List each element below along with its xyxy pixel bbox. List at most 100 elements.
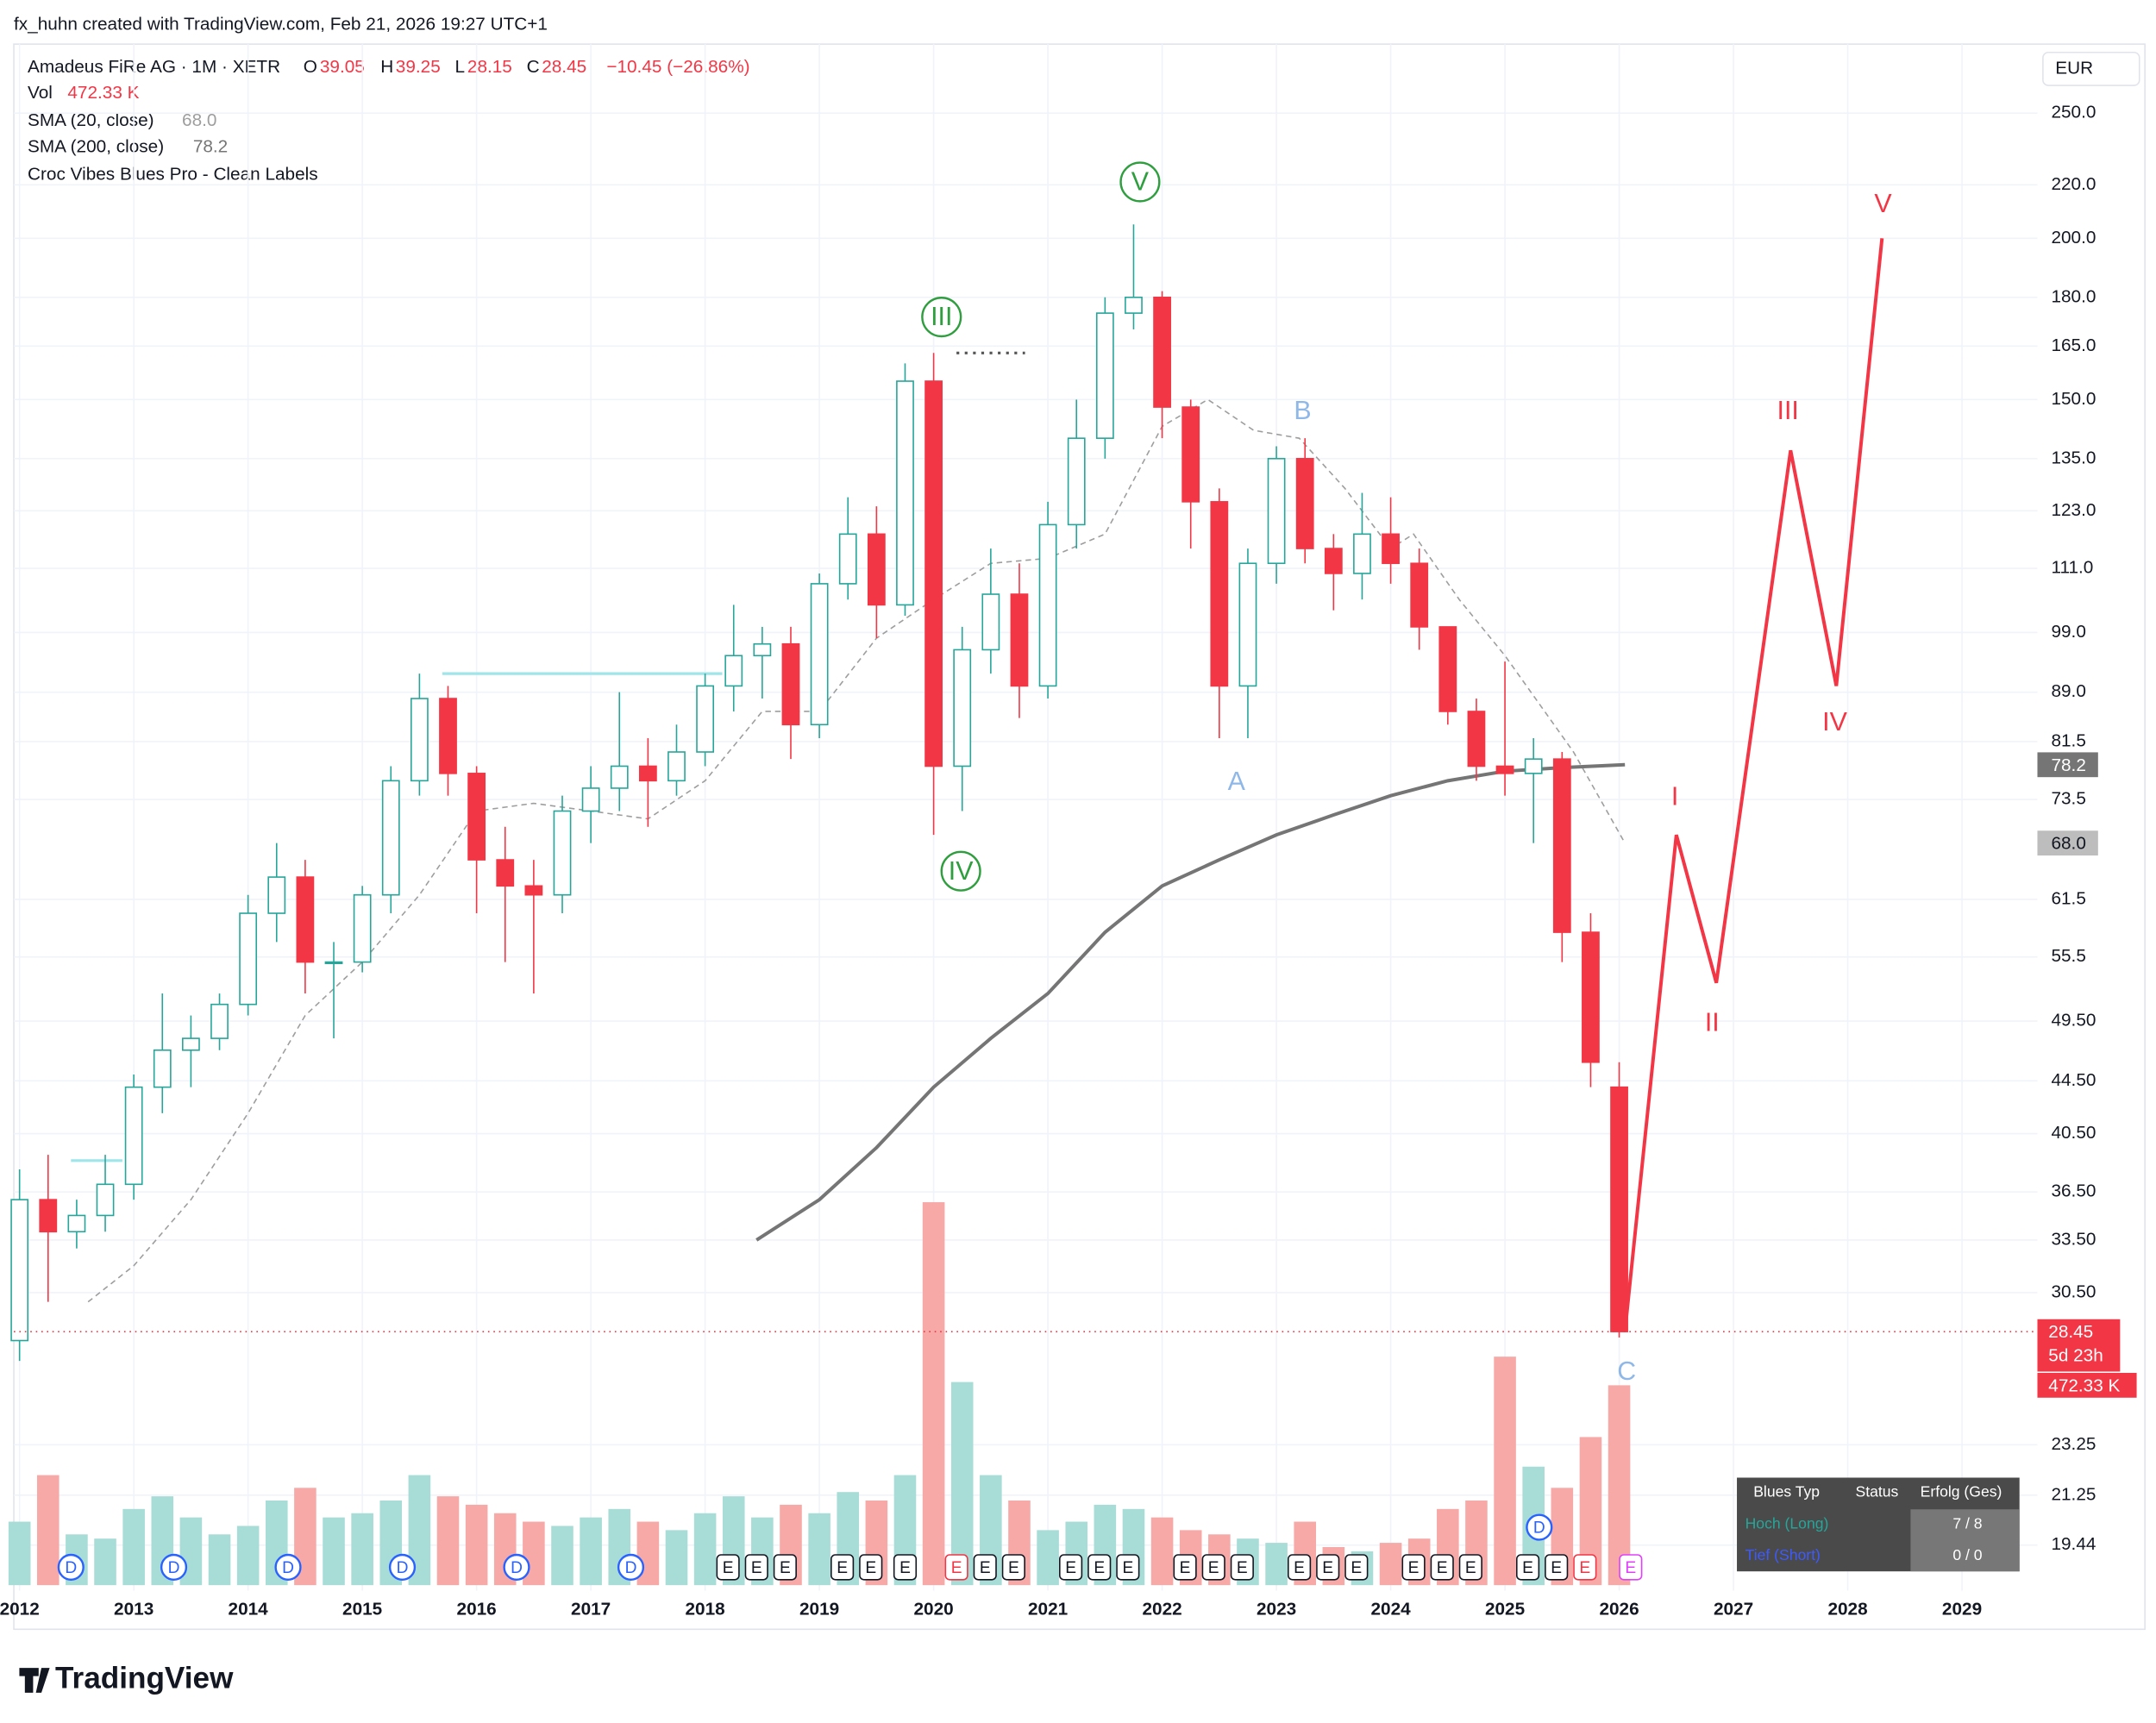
candle-body bbox=[981, 593, 1000, 651]
candle bbox=[496, 826, 515, 962]
candle-body bbox=[867, 533, 886, 606]
event-e bbox=[1116, 1554, 1140, 1581]
event-e bbox=[1287, 1554, 1312, 1581]
candle bbox=[1181, 399, 1200, 549]
candle-body bbox=[381, 780, 400, 896]
candle bbox=[1524, 737, 1543, 843]
y-tick-label: 150.0 bbox=[2051, 389, 2096, 409]
y-tick-label: 33.50 bbox=[2051, 1229, 2096, 1249]
volume-badge bbox=[2037, 1372, 2137, 1398]
candle-body bbox=[810, 583, 829, 726]
candle bbox=[1495, 661, 1514, 796]
candle-body bbox=[1295, 458, 1314, 549]
event-d-label: D bbox=[397, 1559, 409, 1577]
candle-body bbox=[296, 876, 315, 963]
candle-body bbox=[324, 961, 343, 964]
event-e-label: E bbox=[1437, 1559, 1448, 1577]
candle-body bbox=[124, 1086, 143, 1186]
event-e-label: E bbox=[865, 1559, 876, 1577]
volume-bar bbox=[1265, 1543, 1288, 1586]
event-e-label: E bbox=[1465, 1559, 1476, 1577]
wave-label: III bbox=[931, 303, 952, 331]
candle bbox=[1552, 751, 1571, 962]
candle bbox=[1438, 626, 1457, 725]
candle bbox=[182, 1015, 200, 1087]
candle-body bbox=[896, 380, 914, 606]
y-tick-label: 40.50 bbox=[2051, 1123, 2096, 1143]
candle bbox=[753, 626, 772, 699]
candle bbox=[1410, 548, 1429, 650]
event-e-label: E bbox=[780, 1559, 791, 1577]
event-d bbox=[388, 1553, 417, 1581]
x-tick-label: 2017 bbox=[571, 1599, 611, 1619]
event-e-label: E bbox=[1322, 1559, 1333, 1577]
volume-badge-label: 472.33 K bbox=[2048, 1375, 2120, 1395]
candle bbox=[696, 674, 715, 767]
close: 28.45 bbox=[542, 57, 586, 77]
x-tick-label: 2015 bbox=[342, 1599, 382, 1619]
wave-label: B bbox=[1294, 397, 1311, 425]
candle-body bbox=[553, 810, 572, 896]
event-e bbox=[1545, 1554, 1569, 1581]
candle-body bbox=[781, 642, 800, 726]
volume-bar bbox=[1608, 1385, 1631, 1586]
sma200: 78.2 bbox=[193, 137, 228, 157]
event-e bbox=[1515, 1554, 1540, 1581]
event-e bbox=[1458, 1554, 1482, 1581]
event-e-label: E bbox=[1122, 1559, 1133, 1577]
wave-label: I bbox=[1671, 782, 1678, 811]
candle bbox=[1010, 563, 1029, 718]
event-e bbox=[830, 1554, 855, 1581]
x-tick-label: 2022 bbox=[1142, 1599, 1181, 1619]
event-e bbox=[859, 1554, 883, 1581]
event-e bbox=[1059, 1554, 1083, 1581]
candle-body bbox=[96, 1183, 115, 1217]
volume-bar bbox=[208, 1534, 231, 1586]
sma200-label: SMA (200, close) bbox=[28, 137, 164, 157]
currency-box[interactable] bbox=[2042, 51, 2140, 86]
candle bbox=[1353, 492, 1371, 600]
wave-label: A bbox=[1228, 768, 1246, 796]
candle-body bbox=[1210, 501, 1229, 687]
table-result: 7 / 8 bbox=[1952, 1514, 1982, 1532]
x-tick-label: 2023 bbox=[1257, 1599, 1296, 1619]
event-e-label: E bbox=[1208, 1559, 1219, 1577]
event-e-label: E bbox=[1008, 1559, 1019, 1577]
x-tick-label: 2020 bbox=[914, 1599, 954, 1619]
countdown: 5d 23h bbox=[2048, 1345, 2103, 1365]
candle-body bbox=[1267, 458, 1286, 565]
event-e-label: E bbox=[751, 1559, 762, 1577]
volume-bar bbox=[808, 1513, 830, 1586]
candle bbox=[1125, 224, 1143, 329]
event-e-label: E bbox=[1351, 1559, 1362, 1577]
y-tick-label: 73.5 bbox=[2051, 789, 2085, 809]
table-result: 0 / 0 bbox=[1952, 1546, 1982, 1563]
event-e-label: E bbox=[1237, 1559, 1248, 1577]
candle-body bbox=[1467, 711, 1486, 768]
candle bbox=[581, 766, 600, 843]
volume-bar bbox=[436, 1496, 460, 1586]
candle bbox=[838, 497, 857, 600]
event-e bbox=[1619, 1554, 1643, 1581]
event-e-label: E bbox=[1522, 1559, 1533, 1577]
candle bbox=[1324, 534, 1343, 611]
candle-body bbox=[1495, 765, 1514, 774]
candle-body bbox=[410, 698, 429, 782]
candle bbox=[1610, 1062, 1628, 1338]
table-type: Hoch (Long) bbox=[1745, 1514, 1829, 1532]
event-e-label: E bbox=[980, 1559, 991, 1577]
candle-body bbox=[924, 380, 943, 768]
candle bbox=[553, 795, 572, 914]
event-e bbox=[716, 1554, 740, 1581]
credit: fx_huhn created with TradingView.com, Fe… bbox=[14, 14, 548, 34]
candle bbox=[981, 548, 1000, 674]
wave-label: V bbox=[1874, 190, 1892, 218]
candle bbox=[239, 894, 258, 1016]
price-badge bbox=[2037, 1319, 2121, 1372]
table-col bbox=[1910, 1509, 2020, 1572]
volume-bar bbox=[122, 1508, 145, 1586]
event-e bbox=[1573, 1554, 1597, 1581]
candle-body bbox=[439, 698, 457, 774]
candle-body bbox=[10, 1199, 29, 1342]
